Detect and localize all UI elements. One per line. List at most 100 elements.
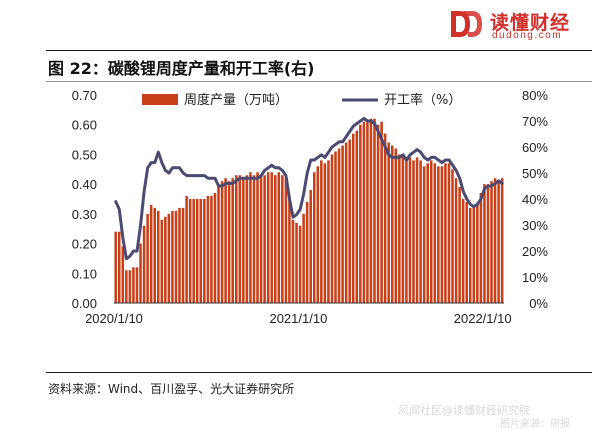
bar	[351, 133, 355, 303]
bar	[192, 199, 195, 303]
bar	[128, 270, 132, 303]
bar	[419, 160, 422, 303]
right-tick-label: 70%	[522, 114, 548, 129]
bar	[227, 181, 231, 303]
bar	[135, 267, 139, 303]
bar	[139, 243, 142, 303]
bar	[256, 172, 259, 303]
legend-line-label: 开工率（%）	[384, 92, 461, 108]
bar	[125, 270, 128, 303]
bar	[500, 178, 504, 303]
x-tick-label: 2022/1/10	[454, 311, 512, 326]
left-tick-label: 0.30	[72, 207, 97, 222]
bar	[316, 166, 320, 303]
bar	[380, 121, 383, 303]
bar	[263, 175, 266, 303]
bar	[174, 210, 178, 303]
bar	[206, 196, 210, 303]
bar	[401, 154, 405, 303]
bar	[359, 124, 362, 304]
title-bottom-rule	[46, 81, 592, 82]
bar	[458, 187, 461, 303]
right-tick-label: 20%	[522, 244, 548, 259]
bar	[486, 184, 490, 303]
bar	[468, 207, 472, 303]
series-line	[114, 116, 504, 261]
bar	[398, 154, 401, 303]
header-bar: 读懂财经 dudong.com	[0, 0, 601, 46]
left-tick-label: 0.40	[72, 177, 97, 192]
right-tick-label: 60%	[522, 140, 548, 155]
right-tick-label: 50%	[522, 166, 548, 181]
bar	[341, 145, 344, 303]
left-tick-label: 0.10	[72, 266, 97, 281]
bar	[242, 178, 245, 303]
bar	[479, 193, 483, 303]
right-tick-label: 0%	[529, 296, 548, 311]
bar	[440, 166, 444, 303]
bar	[213, 193, 217, 303]
left-tick-label: 0.20	[72, 237, 97, 252]
bar	[408, 157, 412, 303]
left-tick-label: 0.60	[72, 118, 97, 133]
bar	[422, 166, 426, 303]
bar	[291, 219, 295, 303]
left-tick-label: 0.50	[72, 147, 97, 162]
bar	[366, 121, 369, 303]
bar	[281, 175, 284, 303]
bar	[181, 207, 185, 303]
bar	[309, 190, 312, 303]
left-tick-label: 0.70	[72, 88, 97, 103]
left-tick-label: 0.00	[72, 296, 97, 311]
bar	[252, 175, 256, 303]
bar	[493, 178, 497, 303]
bar	[476, 204, 479, 303]
right-tick-label: 30%	[522, 218, 548, 233]
bar	[203, 199, 206, 303]
bar	[394, 148, 398, 303]
bar	[483, 184, 486, 303]
brand-url[interactable]: dudong.com	[492, 30, 563, 41]
bar	[199, 199, 203, 303]
bar	[259, 175, 263, 303]
bar	[461, 199, 465, 303]
brand[interactable]: 读懂财经 dudong.com	[448, 8, 596, 42]
bar	[146, 213, 149, 303]
bar	[224, 178, 227, 303]
watermark-source: 图片来源：研报	[500, 419, 570, 430]
bar	[376, 124, 380, 304]
bar	[348, 139, 351, 303]
bar	[114, 231, 117, 303]
bar	[117, 231, 121, 303]
bar	[295, 222, 298, 303]
brand-name: 读懂财经	[490, 12, 571, 34]
bar	[390, 145, 394, 303]
bar	[210, 196, 213, 303]
bar	[387, 142, 390, 303]
bar	[273, 175, 277, 303]
bar	[497, 181, 500, 303]
source-rule	[46, 372, 592, 373]
bar	[188, 199, 192, 303]
bar	[415, 157, 419, 303]
dd-logo-icon	[451, 11, 482, 37]
bar	[320, 160, 323, 303]
bar	[405, 157, 408, 303]
bar	[171, 210, 174, 303]
bar	[234, 175, 238, 303]
bar	[344, 142, 348, 303]
bar	[284, 178, 288, 303]
bar	[178, 207, 181, 303]
bar	[164, 216, 167, 303]
bar	[142, 225, 146, 303]
bar	[149, 204, 153, 303]
bar	[355, 130, 359, 303]
bar	[369, 118, 373, 303]
right-tick-label: 80%	[522, 88, 548, 103]
watermark-community: 风闻社区@读懂财经研究院	[398, 404, 530, 417]
bar	[249, 172, 252, 303]
bar	[312, 172, 316, 303]
bar	[195, 199, 199, 303]
x-tick-label: 2020/1/10	[85, 311, 143, 326]
bar	[160, 219, 164, 303]
